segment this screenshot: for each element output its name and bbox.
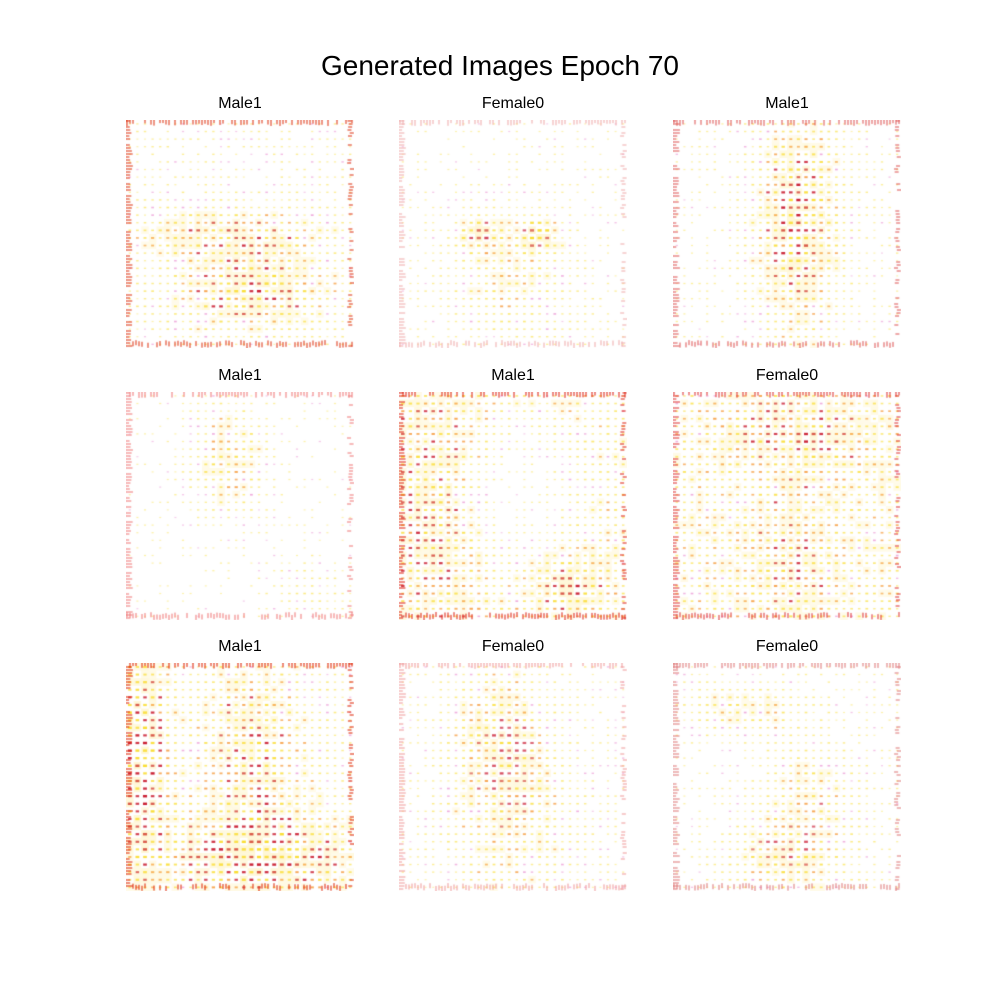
generated-image bbox=[126, 120, 354, 348]
figure-title: Generated Images Epoch 70 bbox=[320, 50, 679, 81]
panel-label: Male1 bbox=[218, 367, 262, 384]
panel-label: Female0 bbox=[755, 638, 819, 655]
panel-label: Male1 bbox=[218, 95, 262, 112]
panel-label: Female0 bbox=[755, 367, 819, 384]
panel-label: Male1 bbox=[218, 638, 262, 655]
panel-label: Male1 bbox=[491, 367, 535, 384]
generated-image bbox=[126, 392, 354, 620]
generated-image bbox=[399, 663, 627, 891]
panel-label: Female0 bbox=[481, 95, 545, 112]
generated-image bbox=[126, 663, 354, 891]
panel-label: Female0 bbox=[481, 638, 545, 655]
generated-image bbox=[399, 120, 627, 348]
generated-image bbox=[399, 392, 627, 620]
panel-label: Male1 bbox=[765, 95, 809, 112]
generated-image bbox=[673, 120, 901, 348]
generated-image bbox=[673, 663, 901, 891]
generated-image bbox=[673, 392, 901, 620]
